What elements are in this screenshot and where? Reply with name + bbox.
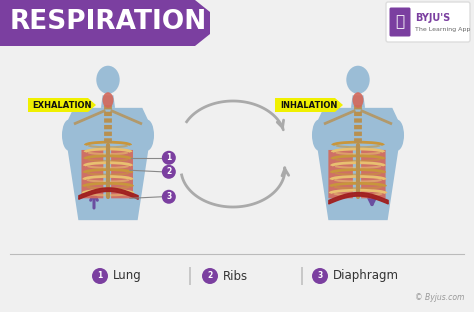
Ellipse shape (140, 119, 154, 151)
FancyBboxPatch shape (354, 118, 362, 123)
Circle shape (162, 151, 176, 165)
Polygon shape (28, 98, 96, 112)
Text: Lung: Lung (113, 270, 142, 282)
Ellipse shape (353, 92, 364, 108)
Circle shape (162, 165, 176, 179)
FancyBboxPatch shape (386, 2, 470, 42)
Text: EXHALATION: EXHALATION (32, 100, 92, 110)
FancyBboxPatch shape (104, 132, 112, 136)
Text: RESPIRATION: RESPIRATION (10, 9, 207, 35)
FancyBboxPatch shape (354, 138, 362, 143)
Text: 1: 1 (166, 153, 172, 162)
Text: |: | (299, 267, 305, 285)
FancyBboxPatch shape (104, 112, 112, 116)
FancyBboxPatch shape (82, 150, 103, 198)
FancyBboxPatch shape (390, 7, 410, 37)
Text: 2: 2 (166, 167, 172, 176)
Text: Ⓑ: Ⓑ (395, 14, 405, 30)
Text: 3: 3 (318, 271, 323, 280)
Text: Ribs: Ribs (223, 270, 248, 282)
Polygon shape (0, 0, 210, 46)
Ellipse shape (62, 119, 76, 151)
Polygon shape (101, 95, 115, 108)
Polygon shape (275, 98, 343, 112)
Ellipse shape (102, 92, 113, 108)
FancyBboxPatch shape (328, 150, 353, 198)
Text: © Byjus.com: © Byjus.com (415, 294, 465, 303)
Ellipse shape (96, 66, 120, 94)
Polygon shape (318, 108, 399, 220)
Ellipse shape (180, 6, 210, 40)
FancyBboxPatch shape (111, 150, 133, 198)
FancyBboxPatch shape (361, 150, 385, 198)
FancyBboxPatch shape (354, 125, 362, 129)
FancyBboxPatch shape (354, 105, 362, 110)
Circle shape (162, 190, 176, 204)
Circle shape (202, 268, 218, 284)
Ellipse shape (346, 66, 370, 94)
Ellipse shape (312, 119, 326, 151)
FancyBboxPatch shape (354, 132, 362, 136)
Polygon shape (67, 108, 148, 220)
Text: The Learning App: The Learning App (415, 27, 470, 32)
Text: 3: 3 (166, 192, 172, 201)
FancyBboxPatch shape (104, 105, 112, 110)
Polygon shape (351, 95, 365, 108)
Text: INHALATION: INHALATION (280, 100, 337, 110)
Text: 1: 1 (97, 271, 103, 280)
FancyBboxPatch shape (104, 118, 112, 123)
FancyBboxPatch shape (104, 138, 112, 143)
Text: BYJU'S: BYJU'S (415, 13, 450, 23)
Text: Diaphragm: Diaphragm (333, 270, 399, 282)
Circle shape (92, 268, 108, 284)
Circle shape (312, 268, 328, 284)
Text: |: | (187, 267, 193, 285)
Text: 2: 2 (207, 271, 213, 280)
FancyBboxPatch shape (104, 125, 112, 129)
Ellipse shape (390, 119, 404, 151)
FancyBboxPatch shape (354, 112, 362, 116)
